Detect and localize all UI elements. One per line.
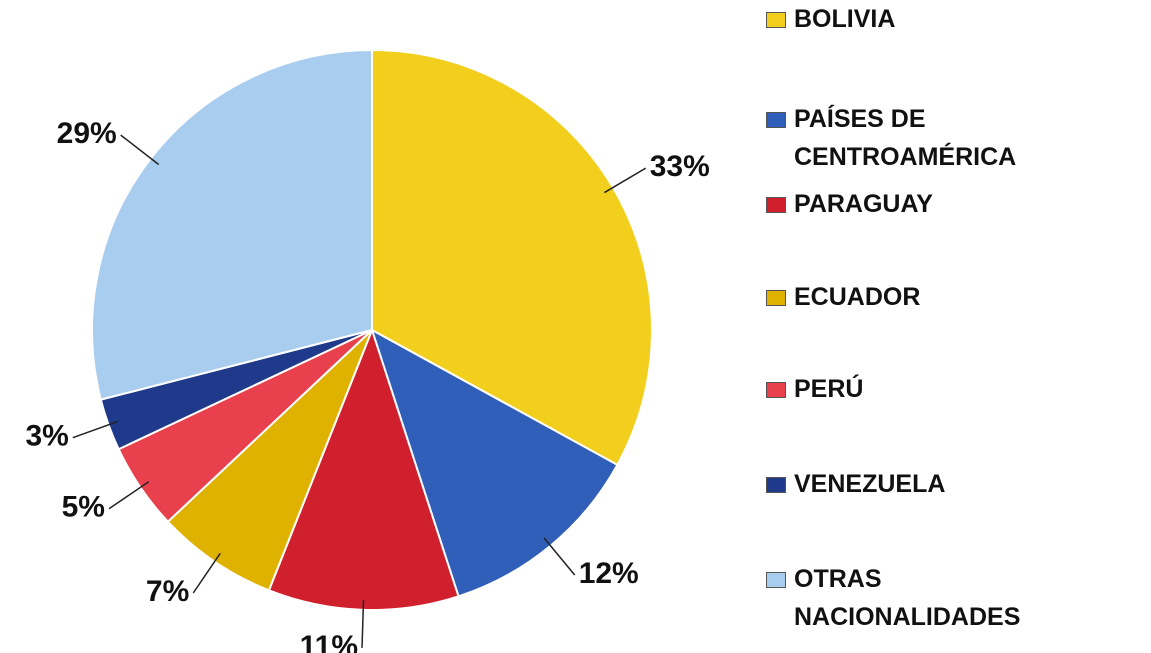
legend: BOLIVIA PAÍSES DE CENTROAMÉRICA PARAGUAY EC… <box>766 0 1151 653</box>
leader-line <box>604 168 645 192</box>
legend-swatch <box>766 382 786 398</box>
legend-item: ECUADOR <box>766 278 1066 316</box>
chart: 33% 12% 11% 7% 5% 3% 29% BOLIVIA PAÍSES DE CENT… <box>0 0 1151 653</box>
legend-swatch <box>766 572 786 588</box>
legend-swatch <box>766 290 786 306</box>
legend-label: BOLIVIA <box>794 0 895 38</box>
leader-line <box>193 553 220 593</box>
legend-label: OTRAS NACIONALIDADES <box>794 560 1066 636</box>
legend-swatch <box>766 477 786 493</box>
legend-swatch <box>766 112 786 128</box>
legend-item: BOLIVIA <box>766 0 1066 38</box>
leader-line <box>109 482 149 509</box>
legend-label: PERÚ <box>794 370 863 408</box>
leader-line <box>121 135 159 164</box>
legend-item: VENEZUELA <box>766 465 1066 503</box>
pie-area: 33% 12% 11% 7% 5% 3% 29% <box>0 0 760 653</box>
legend-item: PARAGUAY <box>766 185 1066 223</box>
legend-swatch <box>766 12 786 28</box>
leader-line <box>544 538 575 575</box>
value-label: 11% <box>300 630 358 653</box>
value-label: 12% <box>579 557 639 590</box>
legend-label: PAÍSES DE CENTROAMÉRICA <box>794 100 1024 176</box>
legend-swatch <box>766 197 786 213</box>
legend-label: ECUADOR <box>794 278 920 316</box>
value-label: 3% <box>25 420 68 453</box>
legend-item: PERÚ <box>766 370 1066 408</box>
legend-item: PAÍSES DE CENTROAMÉRICA <box>766 100 1066 176</box>
legend-label: VENEZUELA <box>794 465 945 503</box>
value-label: 33% <box>650 150 710 183</box>
legend-label: PARAGUAY <box>794 185 933 223</box>
value-label: 29% <box>57 117 117 150</box>
value-label: 7% <box>146 575 189 608</box>
legend-item: OTRAS NACIONALIDADES <box>766 560 1066 636</box>
value-label: 5% <box>62 491 105 524</box>
